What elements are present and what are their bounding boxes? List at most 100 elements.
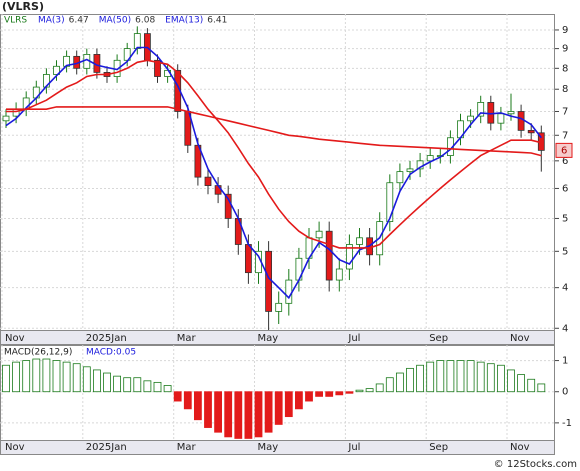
macd-bar bbox=[72, 363, 81, 393]
y-tick-label: -1 bbox=[562, 418, 572, 429]
candle-body bbox=[53, 65, 60, 75]
macd-bar bbox=[527, 378, 536, 393]
macd-bar bbox=[113, 375, 121, 393]
macd-bar bbox=[325, 391, 334, 397]
ma-line bbox=[6, 59, 542, 249]
candle-body bbox=[265, 250, 273, 312]
candle-body bbox=[154, 59, 161, 77]
y-tick-label: 9 bbox=[562, 25, 568, 36]
candle-body bbox=[335, 268, 343, 281]
macd-bar bbox=[395, 372, 404, 393]
footer: © 12Stocks.com bbox=[494, 459, 577, 470]
candle-body bbox=[517, 111, 525, 131]
macd-bar bbox=[375, 383, 384, 393]
y-tick-label: 1 bbox=[562, 356, 568, 367]
candle-body bbox=[396, 171, 404, 184]
x-tick-label: Jul bbox=[347, 442, 360, 453]
plot-area bbox=[0, 14, 555, 331]
x-tick-label: Jul bbox=[347, 333, 360, 344]
macd-bar bbox=[385, 377, 394, 393]
macd-bar bbox=[183, 391, 192, 410]
macd-bar bbox=[133, 377, 142, 393]
x-tick-label: May bbox=[258, 442, 279, 453]
candle-body bbox=[406, 168, 414, 173]
candle-body bbox=[426, 155, 434, 162]
candle-body bbox=[527, 129, 535, 134]
macd-bar bbox=[466, 360, 475, 393]
last-price-box bbox=[555, 142, 573, 158]
candle-body bbox=[467, 115, 475, 122]
macd-bar bbox=[274, 391, 283, 425]
macd-bar bbox=[244, 391, 253, 439]
candle-body bbox=[497, 113, 505, 124]
date-strip bbox=[0, 330, 555, 345]
macd-bar bbox=[173, 391, 182, 402]
ticker-label: VLRS bbox=[4, 16, 27, 26]
y-tick-label: 0 bbox=[562, 387, 568, 398]
macd-bar bbox=[22, 360, 31, 393]
x-tick-label: Nov bbox=[510, 442, 530, 453]
y-tick-label: 4 bbox=[562, 323, 568, 334]
macd-bar bbox=[12, 361, 21, 393]
last-price-label: 6 bbox=[561, 145, 567, 156]
macd-bar bbox=[193, 391, 202, 421]
macd-bar bbox=[305, 391, 313, 402]
macd-legend: MACD:0.05 bbox=[86, 348, 136, 358]
date-strip bbox=[0, 440, 555, 455]
macd-bar bbox=[32, 358, 41, 393]
macd-bar bbox=[436, 360, 445, 393]
legend-name: EMA(13) bbox=[165, 16, 203, 26]
macd-bar bbox=[214, 391, 223, 433]
legend-name: MA(50) bbox=[99, 16, 131, 26]
macd-bar bbox=[284, 391, 293, 418]
macd-title: MACD(26,12,9) bbox=[4, 348, 72, 358]
x-tick-label: 2025Jan bbox=[86, 333, 127, 344]
macd-bar bbox=[416, 364, 425, 393]
y-tick-label: 6 bbox=[562, 156, 568, 167]
macd-bar bbox=[507, 369, 515, 393]
x-tick-label: 2025Jan bbox=[86, 442, 127, 453]
x-tick-label: May bbox=[258, 333, 279, 344]
macd-bar bbox=[163, 385, 172, 393]
y-tick-label: 5 bbox=[562, 246, 568, 257]
macd-bar bbox=[446, 360, 455, 393]
chart-title: (VLRS) bbox=[2, 0, 44, 13]
ma-line bbox=[6, 106, 542, 157]
macd-bar bbox=[62, 361, 71, 393]
x-tick-label: Mar bbox=[177, 333, 197, 344]
macd-bar bbox=[486, 363, 495, 393]
y-tick-label: 7 bbox=[562, 106, 568, 117]
candle-body bbox=[487, 102, 495, 124]
candle-body bbox=[2, 115, 10, 122]
macd-bar bbox=[537, 383, 546, 393]
macd-bar bbox=[42, 358, 51, 393]
macd-bar bbox=[264, 391, 273, 433]
candle-body bbox=[204, 176, 212, 186]
macd-bar bbox=[234, 391, 243, 439]
macd-bar bbox=[2, 364, 10, 393]
candle-body bbox=[285, 279, 293, 304]
macd-bar bbox=[335, 391, 344, 396]
macd-bar bbox=[517, 374, 525, 393]
macd-bar bbox=[294, 391, 303, 410]
macd-bar bbox=[204, 391, 212, 428]
macd-bar bbox=[224, 391, 233, 438]
legend-value: 6.47 bbox=[69, 16, 89, 26]
macd-bar bbox=[123, 377, 132, 393]
macd-bar bbox=[93, 369, 101, 393]
ma-line bbox=[5, 46, 542, 300]
candle-body bbox=[315, 230, 323, 239]
candle-body bbox=[275, 302, 283, 312]
x-tick-label: Sep bbox=[429, 442, 448, 453]
candle-body bbox=[477, 102, 485, 117]
x-tick-label: Nov bbox=[5, 442, 25, 453]
legend-value: 6.08 bbox=[135, 16, 155, 26]
macd-bar bbox=[426, 361, 435, 393]
candle-body bbox=[356, 237, 363, 245]
y-tick-label: 4 bbox=[562, 283, 568, 294]
x-tick-label: Nov bbox=[510, 333, 530, 344]
macd-bar bbox=[496, 364, 505, 393]
macd-bar bbox=[476, 361, 485, 393]
y-tick-label: 8 bbox=[562, 63, 568, 74]
